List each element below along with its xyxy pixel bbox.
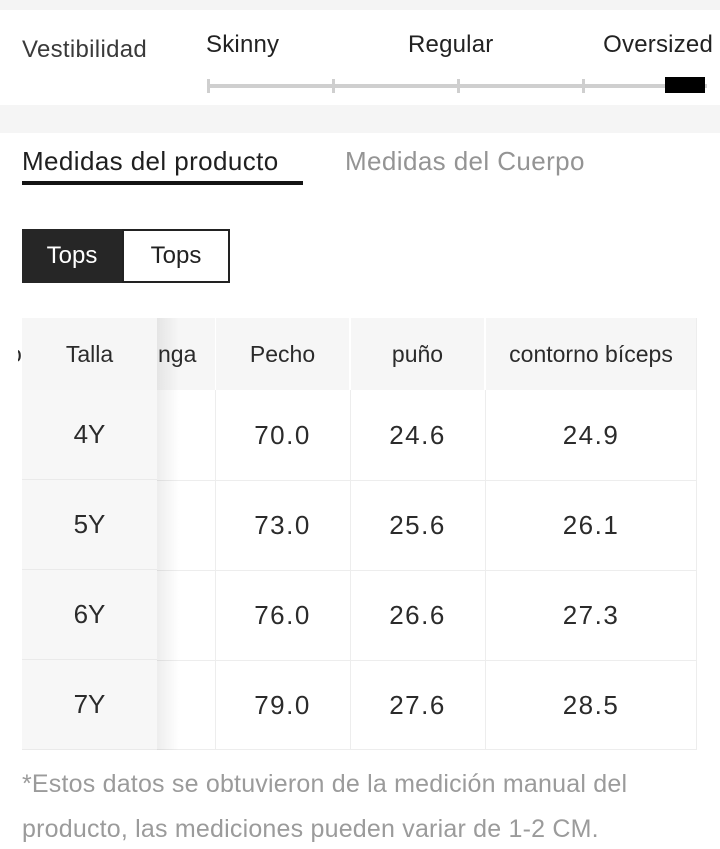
fit-slider-marker[interactable] bbox=[665, 77, 705, 93]
active-tab-underline bbox=[22, 181, 303, 185]
cell-cuff-5y: 25.6 bbox=[389, 509, 446, 540]
cell-chest-4y: 70.0 bbox=[254, 419, 311, 450]
cell-chest-7y: 79.0 bbox=[254, 689, 311, 720]
fit-slider-tick bbox=[207, 79, 210, 93]
disclaimer-line-2: producto, las mediciones pueden variar d… bbox=[22, 815, 599, 843]
row-divider bbox=[22, 660, 697, 661]
row-divider bbox=[22, 570, 697, 571]
column-header-cuff: puño bbox=[351, 318, 484, 390]
column-header-size: Talla bbox=[22, 318, 157, 390]
category-button-tops[interactable]: Tops bbox=[122, 229, 230, 283]
cell-size-7y: 7Y bbox=[22, 660, 157, 750]
fit-slider-tick bbox=[332, 79, 335, 93]
cell-biceps-4y: 24.9 bbox=[562, 419, 620, 450]
column-divider bbox=[696, 318, 697, 750]
top-divider-strip bbox=[0, 0, 720, 10]
cell-biceps-7y: 28.5 bbox=[562, 689, 620, 720]
cell-chest-5y: 73.0 bbox=[254, 509, 311, 540]
cell-chest-6y: 76.0 bbox=[254, 599, 311, 630]
cell-cuff-4y: 24.6 bbox=[389, 419, 446, 450]
cell-cuff-7y: 27.6 bbox=[389, 689, 446, 720]
fit-option-skinny: Skinny bbox=[206, 31, 280, 58]
fit-option-regular: Regular bbox=[408, 31, 494, 58]
row-divider bbox=[22, 480, 697, 481]
fit-slider-tick bbox=[457, 79, 460, 93]
measurements-table[interactable]: o nga Pecho puño contorno bíceps 70.0 24… bbox=[0, 318, 720, 750]
cell-biceps-5y: 26.1 bbox=[562, 509, 620, 540]
column-header-biceps: contorno bíceps bbox=[486, 318, 696, 390]
cell-cuff-6y: 26.6 bbox=[389, 599, 446, 630]
measurement-disclaimer: *Estos datos se obtuvieron de la medició… bbox=[22, 762, 627, 849]
sticky-size-column: Talla 4Y 5Y 6Y 7Y bbox=[22, 318, 179, 750]
column-header-chest: Pecho bbox=[216, 318, 349, 390]
scrolled-column-fragment: o bbox=[18, 318, 25, 390]
disclaimer-line-1: *Estos datos se obtuvieron de la medició… bbox=[22, 770, 628, 798]
cell-biceps-6y: 27.3 bbox=[562, 599, 620, 630]
cell-size-5y: 5Y bbox=[22, 480, 157, 570]
cell-size-4y: 4Y bbox=[22, 390, 157, 480]
category-button-tops-selected[interactable]: Tops bbox=[22, 229, 122, 283]
section-divider-band bbox=[0, 105, 720, 133]
fit-section-label: Vestibilidad bbox=[22, 36, 148, 63]
fit-option-oversized: Oversized bbox=[603, 31, 713, 58]
tab-product-measurements[interactable]: Medidas del producto bbox=[22, 146, 279, 176]
fit-slider-tick bbox=[582, 79, 585, 93]
tab-body-measurements[interactable]: Medidas del Cuerpo bbox=[345, 146, 585, 176]
row-divider bbox=[22, 749, 697, 750]
cell-size-6y: 6Y bbox=[22, 570, 157, 660]
